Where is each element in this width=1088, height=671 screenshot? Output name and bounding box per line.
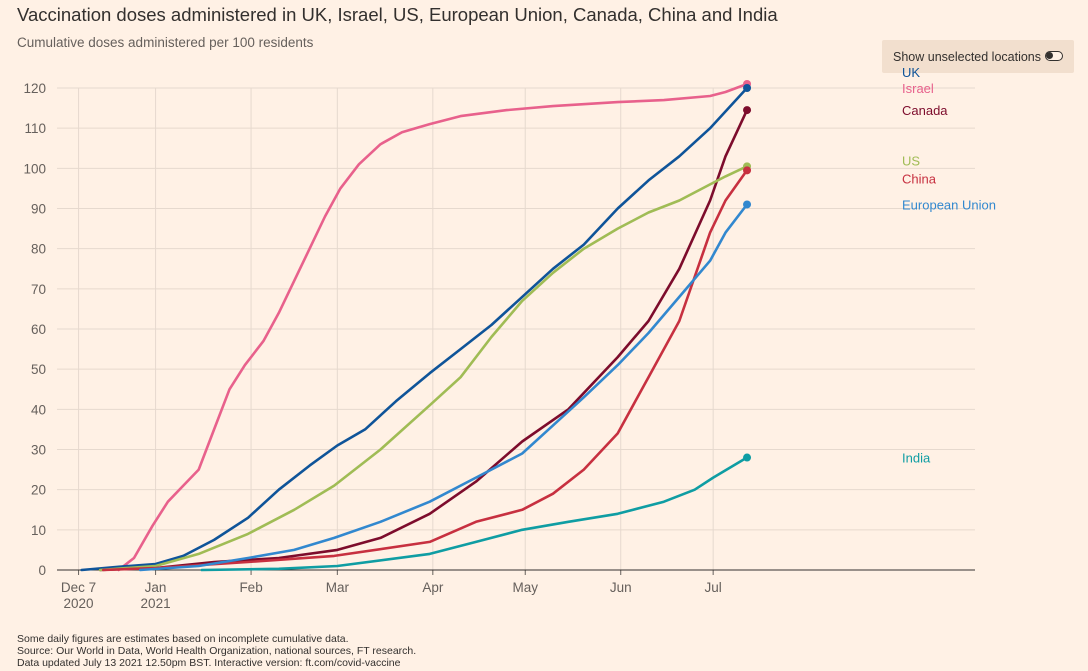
series-line-uk — [80, 86, 749, 572]
toggle-switch-icon[interactable] — [1045, 51, 1063, 61]
x-tick-label: Apr — [422, 580, 444, 595]
series-line-canada — [98, 108, 749, 572]
y-tick-label: 90 — [31, 202, 46, 217]
chart-title: Vaccination doses administered in UK, Is… — [17, 4, 778, 25]
x-tick-label: Feb — [239, 580, 262, 595]
show-unselected-toggle[interactable]: Show unselected locations — [882, 40, 1074, 73]
series-line-india — [200, 456, 749, 572]
footer-updated: Data updated July 13 2021 12.50pm BST. I… — [17, 657, 401, 669]
chart-footer: Some daily figures are estimates based o… — [17, 633, 416, 669]
y-tick-label: 80 — [31, 242, 46, 257]
x-tick-label: May — [512, 580, 538, 595]
series-end-point-india — [743, 453, 752, 462]
y-tick-label: 70 — [31, 282, 46, 297]
y-tick-label: 50 — [31, 362, 46, 377]
x-tick-label: Dec 7 — [61, 580, 96, 595]
footer-note: Some daily figures are estimates based o… — [17, 633, 349, 645]
x-tick-label: Jun — [610, 580, 632, 595]
series-line-us — [98, 165, 749, 572]
series-end-point-european-union — [743, 200, 752, 209]
series-end-point-uk — [743, 84, 752, 92]
series-label-india: India — [902, 451, 931, 466]
series-label-european-union: European Union — [902, 197, 996, 212]
y-tick-label: 30 — [31, 443, 46, 458]
y-tick-label: 40 — [31, 402, 46, 417]
y-tick-label: 120 — [23, 81, 46, 96]
x-tick-label-year: 2020 — [64, 596, 94, 611]
series-label-uk: UK — [902, 65, 920, 80]
y-tick-label: 20 — [31, 483, 46, 498]
chart-series — [80, 79, 752, 572]
y-tick-label: 60 — [31, 322, 46, 337]
y-tick-label: 0 — [38, 563, 46, 578]
chart-grid — [57, 87, 975, 570]
y-tick-label: 10 — [31, 523, 46, 538]
series-label-canada: Canada — [902, 103, 948, 118]
series-label-israel: Israel — [902, 81, 934, 96]
x-tick-label-year: 2021 — [141, 596, 171, 611]
series-line-china — [101, 169, 749, 572]
y-tick-label: 100 — [23, 161, 46, 176]
series-end-point-canada — [743, 106, 752, 115]
y-tick-label: 110 — [24, 121, 46, 136]
chart-subtitle: Cumulative doses administered per 100 re… — [17, 35, 314, 50]
toggle-label: Show unselected locations — [893, 49, 1042, 64]
x-tick-label: Jul — [705, 580, 722, 595]
series-line-israel — [117, 82, 749, 572]
series-label-china: China — [902, 171, 937, 186]
footer-source: Source: Our World in Data, World Health … — [17, 645, 417, 657]
toggle-knob-icon — [1046, 52, 1053, 59]
x-tick-label: Mar — [326, 580, 350, 595]
series-line-european-union — [138, 203, 749, 572]
series-label-us: US — [902, 153, 920, 168]
x-tick-label: Jan — [145, 580, 167, 595]
series-end-point-china — [743, 166, 752, 175]
